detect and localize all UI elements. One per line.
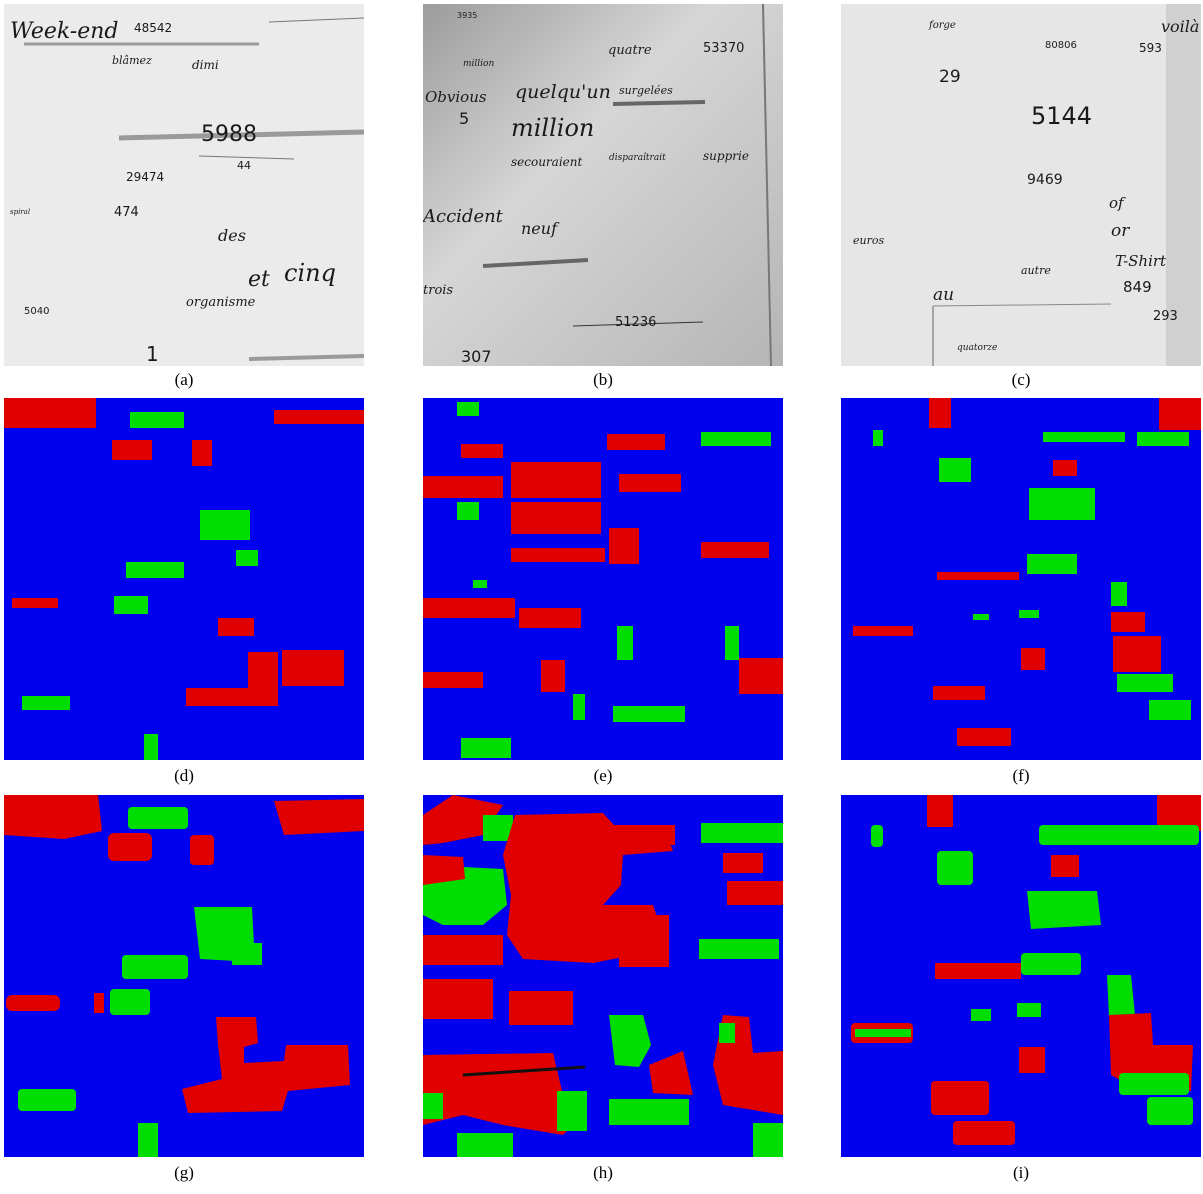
word: 593 — [1139, 41, 1162, 55]
panel-f-ground-truth — [841, 398, 1201, 760]
word: 5144 — [1031, 102, 1092, 130]
word: 48542 — [134, 21, 172, 35]
word: 307 — [461, 347, 492, 366]
caption-e: (e) — [593, 766, 613, 785]
caption-h: (h) — [593, 1163, 613, 1182]
caption-b: (b) — [593, 370, 613, 389]
word: Accident — [423, 206, 504, 227]
word: Obvious — [425, 88, 487, 106]
word: voilà — [1161, 17, 1199, 36]
word: et — [248, 267, 270, 292]
caption-c: (c) — [1011, 370, 1031, 389]
word: secouraient — [511, 155, 582, 169]
word: 5 — [459, 109, 469, 128]
word: 29474 — [126, 170, 164, 184]
word: Week-end — [10, 19, 119, 44]
word: disparaîtrait — [609, 152, 666, 163]
panel-g-prediction — [4, 795, 364, 1157]
panel-h-prediction — [423, 795, 783, 1157]
word: 5988 — [201, 122, 257, 147]
word: million — [511, 114, 594, 142]
panel-c-original: forge voilà 80806 593 29 5144 9469 of or… — [841, 4, 1201, 366]
caption-a: (a) — [174, 370, 194, 389]
word: autre — [1021, 264, 1051, 277]
word: 3935 — [457, 11, 477, 20]
word: spiral — [10, 208, 30, 216]
word: blâmez — [112, 54, 152, 67]
word: 9469 — [1027, 172, 1063, 188]
caption-f: (f) — [1012, 766, 1030, 785]
word: of — [1109, 194, 1126, 212]
word: au — [933, 285, 954, 305]
word: 849 — [1123, 278, 1152, 296]
panel-a-original: Week-end 48542 blâmez dimi 5988 44 29474… — [4, 4, 364, 366]
word: T-Shirt — [1115, 252, 1167, 270]
word: 51236 — [615, 315, 656, 330]
word: dimi — [192, 58, 219, 72]
word: 29 — [939, 67, 961, 87]
caption-d: (d) — [174, 766, 194, 785]
panel-i-prediction — [841, 795, 1201, 1157]
word: des — [218, 226, 246, 245]
panel-d-ground-truth — [4, 398, 364, 760]
caption-g: (g) — [174, 1163, 194, 1182]
word: neuf — [521, 219, 560, 238]
panel-b-original: 3935 million quatre 53370 Obvious quelqu… — [423, 4, 783, 366]
word: 293 — [1153, 309, 1178, 324]
word: 5040 — [24, 306, 49, 317]
word: organisme — [186, 295, 256, 310]
word: forge — [928, 20, 956, 31]
word: cinq — [284, 259, 336, 287]
word: surgelées — [619, 84, 673, 97]
word: 474 — [114, 205, 139, 220]
word: trois — [423, 283, 453, 298]
panel-e-ground-truth — [423, 398, 783, 760]
word: supprie — [703, 149, 749, 163]
word: 80806 — [1045, 40, 1077, 51]
word: 44 — [237, 159, 251, 172]
word: quatorze — [957, 343, 997, 353]
word: million — [463, 59, 494, 69]
word: or — [1111, 221, 1130, 241]
word: 53370 — [703, 41, 744, 56]
caption-i: (i) — [1012, 1163, 1030, 1182]
word: quelqu'un — [515, 81, 611, 103]
word: 1 — [146, 342, 159, 366]
word: quatre — [608, 43, 652, 58]
word: euros — [853, 234, 884, 247]
